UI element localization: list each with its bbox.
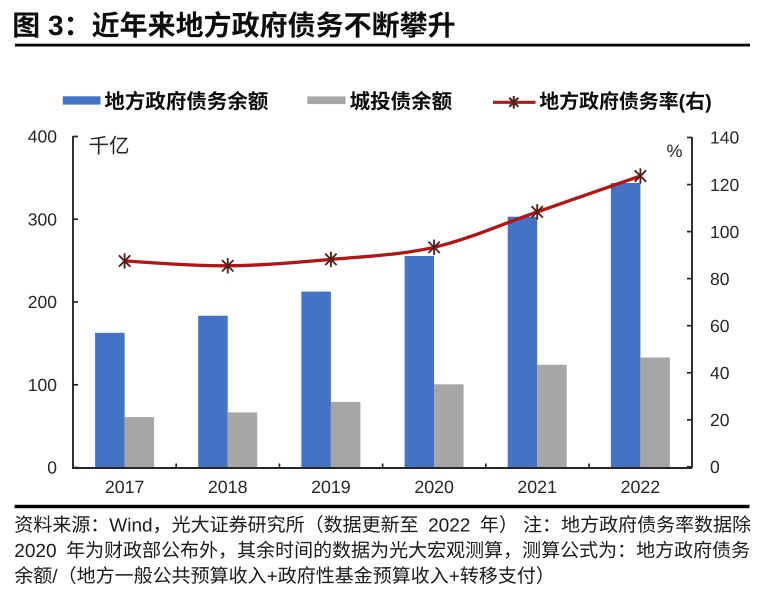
svg-text:40: 40 [710, 363, 730, 383]
svg-text:(: ( [679, 91, 686, 113]
svg-text:%: % [667, 141, 683, 161]
svg-text:2022: 2022 [621, 477, 661, 497]
svg-text:): ) [705, 91, 712, 113]
svg-text:2018: 2018 [208, 477, 248, 497]
svg-text:200: 200 [28, 292, 57, 312]
svg-text:3: 3 [48, 10, 64, 41]
svg-text:Wind: Wind [109, 515, 152, 536]
svg-text:2017: 2017 [105, 477, 145, 497]
svg-text:/: / [52, 566, 58, 587]
svg-text:2021: 2021 [517, 477, 557, 497]
svg-text:0: 0 [47, 458, 57, 478]
svg-text:120: 120 [710, 175, 739, 195]
svg-text:2022: 2022 [428, 515, 470, 536]
svg-text:20: 20 [710, 410, 730, 430]
svg-text:300: 300 [28, 209, 57, 229]
svg-text:+: + [449, 566, 460, 587]
svg-text:0: 0 [710, 457, 720, 477]
svg-text:60: 60 [710, 316, 730, 336]
svg-text:140: 140 [710, 128, 739, 148]
svg-text:2020: 2020 [14, 541, 56, 562]
svg-text:2019: 2019 [311, 477, 351, 497]
svg-text:100: 100 [28, 375, 57, 395]
svg-text:2020: 2020 [414, 477, 454, 497]
svg-text:400: 400 [28, 127, 57, 147]
svg-text:80: 80 [710, 269, 730, 289]
svg-text:100: 100 [710, 222, 739, 242]
svg-text:+: + [267, 566, 278, 587]
